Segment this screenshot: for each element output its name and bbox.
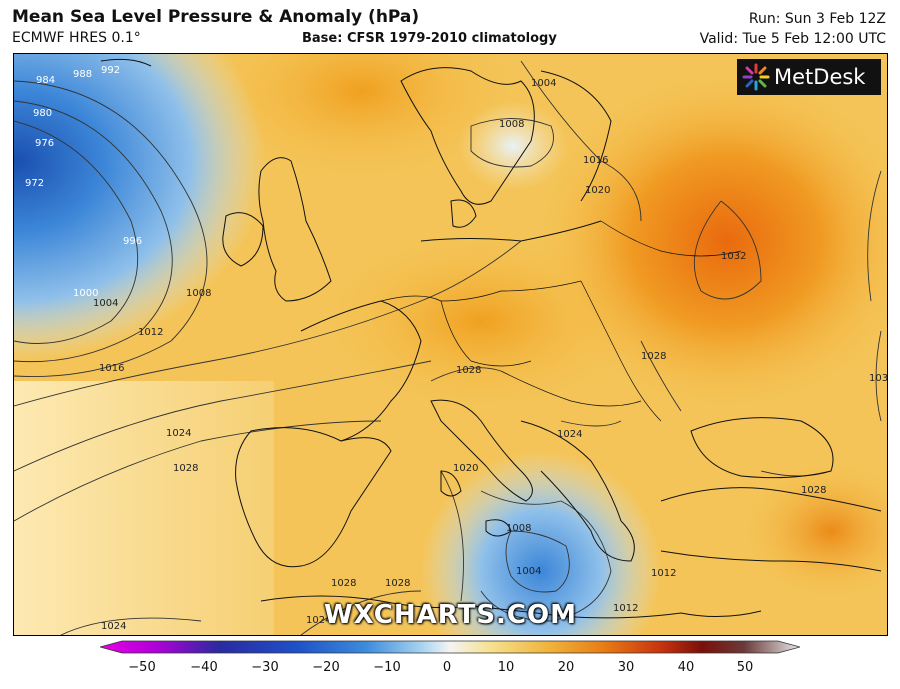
isobar-label: 1032 (869, 373, 887, 384)
watermark: WXCHARTS.COM (323, 600, 577, 630)
legend-tick: −50 (128, 660, 156, 675)
isobar-label: 1028 (456, 365, 481, 376)
legend-tick: 20 (557, 660, 575, 675)
low-anomaly-scandinavia (14, 54, 887, 635)
valid-time: Valid: Tue 5 Feb 12:00 UTC (699, 31, 886, 47)
legend-tick: −40 (190, 660, 218, 675)
isobar-labels: 984 988 992 980 976 972 996 1000 1004 10… (25, 65, 887, 632)
isobars (14, 60, 882, 635)
isobar-label: 1024 (557, 429, 582, 440)
pressure-anomaly-map: 984 988 992 980 976 972 996 1000 1004 10… (14, 54, 887, 635)
run-time: Run: Sun 3 Feb 12Z (748, 11, 886, 27)
isobar-label: 1016 (583, 155, 608, 166)
isobar-label: 976 (35, 138, 54, 149)
chart-title: Mean Sea Level Pressure & Anomaly (hPa) (12, 7, 420, 27)
isobar-label: 1028 (801, 485, 826, 496)
brand-name: MetDesk (774, 65, 866, 89)
isobar-label: 1004 (531, 78, 556, 89)
isobar-label: 1020 (453, 463, 478, 474)
legend-tick: −20 (312, 660, 340, 675)
isobar-label: 1024 (166, 428, 191, 439)
map-area[interactable]: 984 988 992 980 976 972 996 1000 1004 10… (13, 53, 888, 636)
isobar-label: 992 (101, 65, 120, 76)
isobar-label: 1020 (585, 185, 610, 196)
legend-tick: −30 (251, 660, 279, 675)
isobar-label: 980 (33, 108, 52, 119)
legend-tick: 30 (617, 660, 635, 675)
coastlines (100, 58, 882, 619)
isobar-label: 1008 (186, 288, 211, 299)
isobar-label: 1024 (101, 621, 126, 632)
isobar-label: 1008 (506, 523, 531, 534)
legend-tick: 0 (442, 660, 452, 675)
isobar-label: 972 (25, 178, 44, 189)
isobar-label: 1028 (173, 463, 198, 474)
climatology-base: Base: CFSR 1979-2010 climatology (302, 31, 557, 46)
isobar-label: 1000 (73, 288, 98, 299)
legend-tick: 50 (736, 660, 754, 675)
legend-colorbar (100, 640, 800, 654)
isobar-label: 1012 (613, 603, 638, 614)
isobar-label: 996 (123, 236, 142, 247)
isobar-label: 1028 (331, 578, 356, 589)
isobar-label: 1012 (651, 568, 676, 579)
model-name: ECMWF HRES 0.1° (12, 30, 141, 46)
isobar-label: 1016 (99, 363, 124, 374)
isobar-label: 988 (73, 69, 92, 80)
isobar-label: 1028 (641, 351, 666, 362)
isobar-label: 1004 (516, 566, 541, 577)
legend-tick: −10 (373, 660, 401, 675)
isobar-label: 1012 (138, 327, 163, 338)
legend-tick: 40 (677, 660, 695, 675)
legend-tick: 10 (497, 660, 515, 675)
isobar-label: 1028 (385, 578, 410, 589)
isobar-label: 1004 (93, 298, 118, 309)
metdesk-logo: MetDesk (737, 59, 881, 95)
chart-header: Mean Sea Level Pressure & Anomaly (hPa) … (0, 0, 900, 54)
isobar-label: 1032 (721, 251, 746, 262)
isobar-label: 984 (36, 75, 55, 86)
color-legend: −50 −40 −30 −20 −10 0 10 20 30 40 50 (100, 638, 800, 688)
isobar-label: 1008 (499, 119, 524, 130)
metdesk-starburst-icon (742, 63, 770, 91)
isobar-label: 1024 (306, 615, 331, 626)
